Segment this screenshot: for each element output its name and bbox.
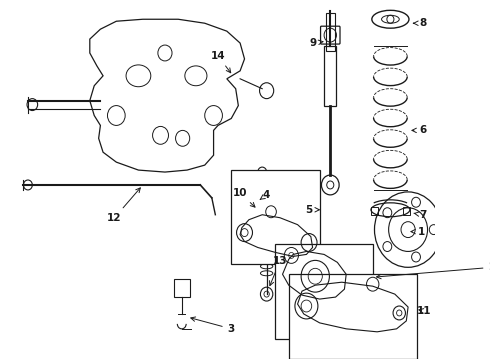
Text: 10: 10 — [233, 188, 255, 207]
Bar — [403, 207, 410, 215]
Bar — [174, 279, 190, 297]
Text: 12: 12 — [107, 188, 140, 223]
Text: 3: 3 — [191, 317, 235, 334]
Text: 6: 6 — [412, 125, 427, 135]
Text: 14: 14 — [211, 51, 231, 73]
Text: 5: 5 — [305, 205, 319, 215]
Text: 4: 4 — [260, 190, 270, 200]
Text: 9: 9 — [310, 38, 323, 48]
Text: 1: 1 — [411, 226, 425, 237]
Bar — [275, 244, 373, 339]
Bar — [324, 46, 337, 105]
Bar — [371, 207, 378, 215]
Bar — [231, 170, 319, 264]
Bar — [289, 274, 417, 359]
Bar — [326, 13, 335, 51]
Text: 7: 7 — [414, 210, 427, 220]
Text: 13: 13 — [270, 256, 287, 285]
Text: 8: 8 — [414, 18, 427, 28]
Text: 11: 11 — [417, 306, 431, 316]
Text: 2: 2 — [377, 262, 490, 279]
